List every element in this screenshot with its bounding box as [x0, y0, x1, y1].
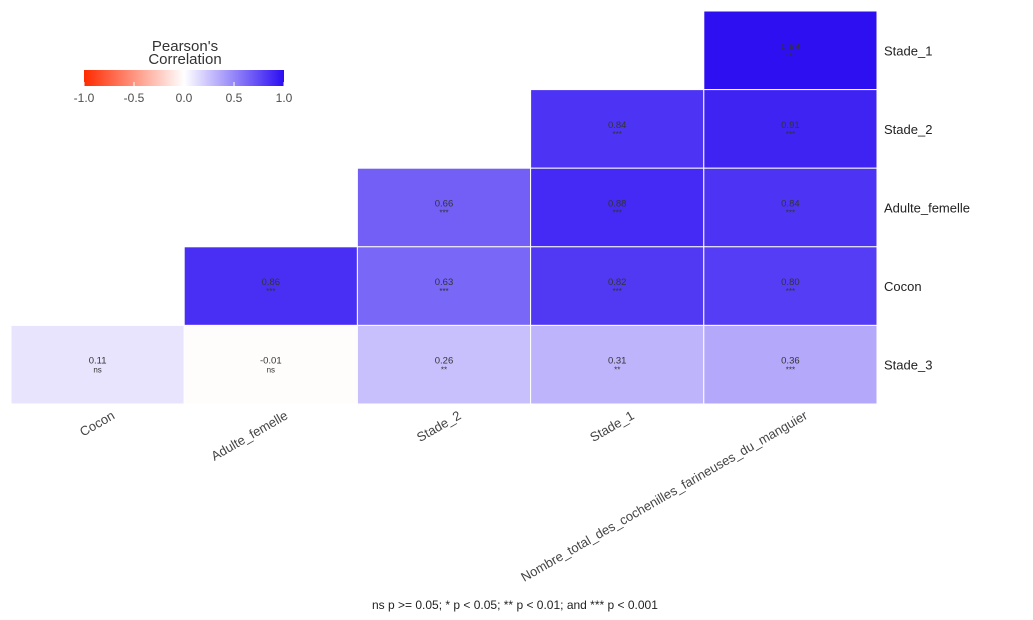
legend-title-line1: Pearson's	[152, 38, 218, 55]
cell-value-label: 0.84	[781, 199, 800, 210]
cell-value-label: 0.63	[435, 277, 454, 288]
heatmap-cell	[530, 324, 705, 405]
row-label: Cocon	[884, 279, 922, 294]
cell-value-label: 0.66	[435, 199, 454, 210]
row-label: Stade_3	[884, 358, 932, 373]
cell-value-label: 0.86	[262, 277, 281, 288]
cell-significance-label: ***	[786, 209, 795, 218]
legend-tick-label: 0.0	[176, 91, 193, 105]
heatmap-cell	[356, 246, 532, 326]
cell-value-label: -0.01	[260, 356, 282, 367]
legend-tick-label: 0.5	[226, 91, 243, 105]
cell-value-label: 0.11	[89, 356, 107, 367]
heatmap-cell	[356, 324, 532, 405]
heatmap-cell	[183, 246, 358, 326]
cell-significance-label: **	[441, 366, 447, 375]
column-label: Stade_1	[587, 408, 636, 445]
cell-significance-label: ns	[267, 366, 275, 375]
legend-tick-label: 1.0	[276, 91, 293, 105]
cell-significance-label: ***	[439, 209, 448, 218]
row-label: Stade_1	[884, 43, 932, 58]
cell-significance-label: **	[614, 366, 620, 375]
cell-value-label: 0.91	[781, 120, 800, 131]
heatmap-cell	[530, 89, 705, 169]
cell-value-label: 0.26	[435, 356, 454, 367]
cell-significance-label: ***	[786, 130, 795, 139]
cell-significance-label: ***	[613, 287, 622, 296]
heatmap-cell	[183, 324, 358, 405]
cell-significance-label: ***	[786, 366, 795, 375]
significance-footnote: ns p >= 0.05; * p < 0.05; ** p < 0.01; a…	[372, 598, 658, 612]
cell-value-label: 0.88	[608, 199, 627, 210]
heatmap-cell	[530, 246, 705, 326]
cell-value-label: 0.80	[781, 277, 800, 288]
cell-significance-label: ***	[439, 287, 448, 296]
legend-tick-label: -0.5	[124, 91, 145, 105]
cell-significance-label: ***	[613, 130, 622, 139]
heatmap-cell	[703, 324, 878, 405]
cell-value-label: 0.36	[781, 356, 800, 367]
column-label: Adulte_femelle	[208, 408, 290, 464]
cell-significance-label: ***	[786, 287, 795, 296]
column-label: Nombre_total_des_cochenilles_farineuses_…	[518, 407, 810, 584]
row-label: Adulte_femelle	[884, 201, 970, 216]
cell-significance-label: ***	[266, 287, 275, 296]
cell-significance-label: ***	[613, 209, 622, 218]
cell-value-label: 0.99	[781, 41, 800, 52]
cell-significance-label: ns	[93, 366, 101, 375]
column-label: Cocon	[77, 408, 117, 440]
heatmap-cell	[703, 167, 878, 248]
row-label: Stade_2	[884, 122, 932, 137]
legend: Pearson's Correlation -1.0 -0.5 0.0 0.5 1.0	[74, 38, 293, 105]
legend-tick-label: -1.0	[74, 91, 95, 105]
heatmap-cell	[356, 167, 532, 248]
legend-title-line2: Correlation	[148, 51, 221, 68]
cell-significance-label: ***	[786, 51, 795, 60]
cell-value-label: 0.31	[608, 356, 627, 367]
heatmap-cell	[10, 324, 185, 405]
cell-value-label: 0.82	[608, 277, 627, 288]
column-label: Stade_2	[414, 408, 463, 445]
cell-value-label: 0.84	[608, 120, 627, 131]
heatmap-cell	[703, 246, 878, 326]
